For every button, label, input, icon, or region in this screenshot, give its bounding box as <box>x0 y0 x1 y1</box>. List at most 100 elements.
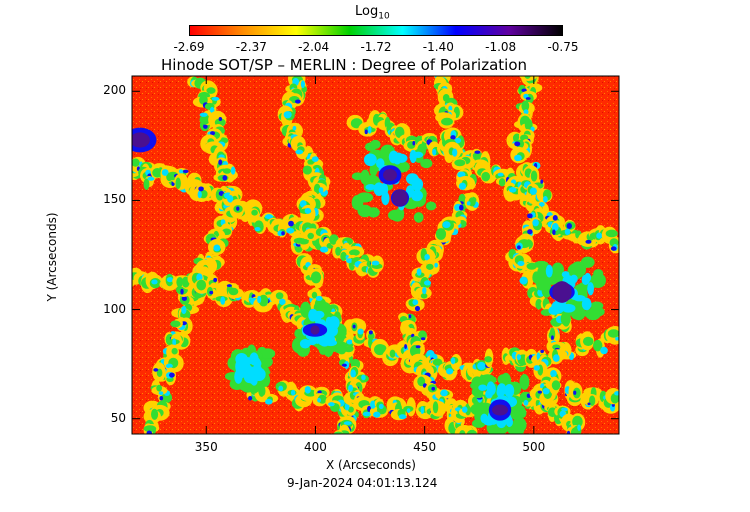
network-patch <box>222 168 232 174</box>
network-patch <box>551 335 554 341</box>
y-tick-label: 150 <box>103 192 126 207</box>
network-patch <box>521 100 530 112</box>
plage-patch <box>511 420 525 434</box>
colorbar-title-subscript: 10 <box>378 11 390 22</box>
network-patch <box>552 229 556 236</box>
plage-patch <box>327 334 336 346</box>
network-patch <box>213 277 218 283</box>
network-patch <box>441 117 453 126</box>
colorbar-title: Log10 <box>355 4 390 22</box>
strong-field-core <box>491 404 509 416</box>
network-patch <box>218 116 223 122</box>
plage-patch <box>545 264 553 278</box>
plage-patch <box>320 339 330 347</box>
plage-patch <box>538 275 551 291</box>
plage-patch <box>357 204 373 218</box>
network-patch <box>337 435 343 443</box>
network-patch <box>196 279 207 291</box>
network-patch <box>317 397 321 403</box>
x-tick-label: 450 <box>413 440 437 454</box>
network-patch <box>254 226 261 232</box>
network-patch <box>288 220 294 227</box>
network-patch <box>581 436 589 446</box>
network-patch <box>283 111 292 119</box>
network-patch <box>607 329 619 338</box>
network-patch <box>210 131 216 136</box>
network-patch <box>441 76 443 77</box>
colorbar-tick-label: -1.40 <box>422 40 454 54</box>
x-tick-label: 400 <box>303 440 327 454</box>
network-patch <box>361 374 366 381</box>
network-patch <box>572 415 583 428</box>
network-patch <box>521 88 527 93</box>
network-patch <box>412 140 416 146</box>
network-patch <box>364 129 368 135</box>
network-patch <box>587 402 591 406</box>
network-patch <box>151 408 159 420</box>
network-patch <box>424 253 430 261</box>
network-patch <box>199 112 208 117</box>
network-patch <box>420 406 425 415</box>
network-patch <box>530 170 538 182</box>
network-patch <box>533 365 540 371</box>
network-patch <box>310 271 322 284</box>
plage-patch <box>370 139 381 150</box>
network-patch <box>615 336 619 341</box>
plage-patch <box>240 363 253 376</box>
strong-polarization-patches <box>132 127 606 434</box>
colorbar-title-text: Log <box>355 4 379 19</box>
network-patch <box>570 427 579 434</box>
network-patch <box>508 187 517 193</box>
network-patch <box>146 430 153 434</box>
network-patch <box>213 244 221 252</box>
network-patch <box>440 389 448 397</box>
network-patch <box>300 80 306 89</box>
network-patch <box>373 411 381 418</box>
network-patch <box>454 137 462 144</box>
network-patch <box>542 387 550 395</box>
network-patch <box>466 201 471 206</box>
network-patch <box>220 296 226 305</box>
network-patch <box>618 243 619 248</box>
network-patch <box>420 337 426 341</box>
network-patch <box>228 287 239 296</box>
plage-patch <box>409 149 417 164</box>
plage-patch <box>360 169 370 185</box>
plage-patch <box>478 384 488 391</box>
network-patch <box>526 393 531 399</box>
plage-patch <box>373 182 385 197</box>
network-patch <box>248 395 253 401</box>
network-patch <box>335 246 342 256</box>
network-patch <box>311 156 319 162</box>
network-patch <box>350 369 356 378</box>
network-patch <box>457 171 466 178</box>
network-patch <box>279 298 286 305</box>
network-patch <box>311 291 318 299</box>
network-patch <box>304 207 312 214</box>
plage-patch <box>365 184 376 191</box>
network-patch <box>156 368 163 378</box>
network-patch <box>458 182 467 190</box>
colorbar-tick-label: -1.08 <box>485 40 517 54</box>
network-patch <box>537 390 542 394</box>
plage-patch <box>590 272 606 288</box>
network-patch <box>614 391 619 396</box>
network-patch <box>450 135 456 140</box>
network-patch <box>582 336 594 347</box>
x-axis-label: X (Arcseconds) <box>326 458 416 472</box>
network-patch <box>532 219 539 227</box>
network-patch <box>516 354 522 360</box>
plot-title: Hinode SOT/SP – MERLIN : Degree of Polar… <box>161 56 527 74</box>
network-patch <box>290 389 296 396</box>
network-patch <box>346 339 353 345</box>
plage-patch <box>308 308 318 322</box>
plage-patch <box>537 269 545 279</box>
network-patch <box>452 148 458 157</box>
colorbar-tick-label: -2.37 <box>235 40 267 54</box>
network-patch <box>251 209 258 216</box>
network-patch <box>406 408 411 413</box>
network-patch <box>218 159 223 166</box>
network-patch <box>514 154 522 162</box>
network-patch <box>430 400 447 417</box>
